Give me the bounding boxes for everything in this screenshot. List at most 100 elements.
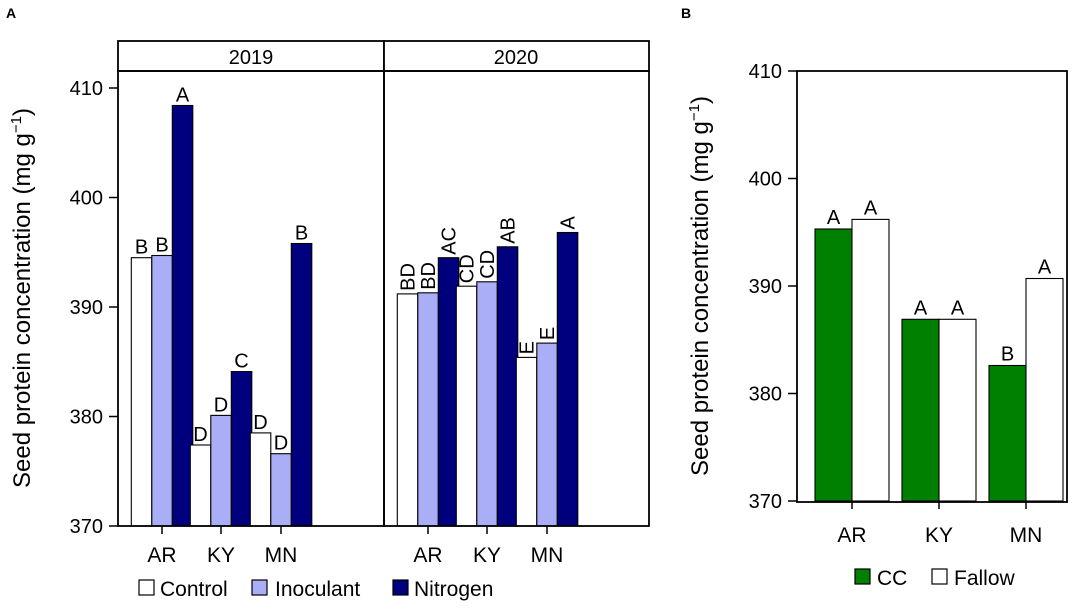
sig-letter-mn-fallow: A	[1038, 257, 1052, 279]
legend-label-nitrogen: Nitrogen	[414, 578, 493, 601]
panel-b-y-axis-title-close: )	[687, 96, 714, 104]
x-tick-label-mn: MN	[1010, 524, 1043, 547]
x-tick-label-2019-mn: MN	[265, 544, 298, 567]
bar-2020-ky-control	[455, 285, 478, 527]
plot-frame-2020	[383, 70, 650, 527]
panel-b-y-axis-title: Seed protein concentration (mg g−1)	[686, 96, 714, 476]
y-tick-label-380: 380	[749, 384, 782, 406]
x-tick-label-2019-ky: KY	[207, 544, 235, 567]
sig-letter-2019-ar-inoculant: B	[155, 235, 168, 257]
panel-a-y-axis-title-close: )	[9, 108, 36, 116]
legend-swatch-cc	[854, 568, 871, 585]
panel-b-bars	[814, 218, 1064, 502]
bar-2019-mn-control	[249, 432, 272, 527]
panel-b: A A A A B A 370 380 390 400 410 AR KY MN Seed prote…	[686, 61, 1068, 590]
legend-swatch-control	[138, 579, 155, 596]
y-tick-label-370: 370	[70, 516, 103, 538]
bar-mn-cc	[988, 364, 1027, 502]
sig-letter-2019-mn-inoculant: D	[274, 433, 288, 455]
sig-letter-2020-ar-inoculant: BD	[418, 262, 440, 290]
sig-letter-ar-fallow: A	[864, 197, 878, 219]
panel-b-y-axis: 370 380 390 400 410	[749, 61, 797, 513]
y-tick-label-400: 400	[70, 188, 103, 210]
y-tick-label-380: 380	[70, 407, 103, 429]
sig-letter-2020-ky-inoculant: CD	[477, 250, 499, 279]
panel-b-letter: B	[681, 5, 691, 21]
panel-b-legend: CC Fallow	[854, 567, 1016, 590]
facet-strip-2019	[117, 40, 385, 72]
panel-b-y-axis-title-main: Seed protein concentration (mg g	[687, 121, 714, 476]
bar-2020-ar-inoculant	[417, 292, 439, 527]
sig-letter-2019-ky-control: D	[193, 424, 207, 446]
legend-label-cc: CC	[877, 567, 907, 590]
bar-2020-mn-control	[515, 356, 538, 527]
legend-swatch-inoculant	[251, 579, 268, 596]
panel-a-legend: Control Inoculant Nitrogen	[138, 578, 493, 601]
bar-2020-mn-inoculant	[536, 342, 558, 527]
bar-2020-ky-inoculant	[476, 281, 498, 527]
panel-b-significance-letters: A A A A B A	[827, 197, 1052, 365]
y-tick-label-390: 390	[749, 276, 782, 298]
bar-2020-ar-nitrogen	[437, 257, 460, 527]
x-tick-label-ar: AR	[837, 524, 866, 547]
sig-letter-2019-ky-nitrogen: C	[234, 351, 248, 373]
bar-2020-ky-nitrogen	[496, 246, 519, 527]
sig-letter-2020-ky-nitrogen: AB	[498, 217, 520, 244]
y-tick-label-400: 400	[749, 169, 782, 191]
panel-a-bars	[130, 104, 579, 527]
sig-letter-ar-cc: A	[827, 207, 841, 229]
y-tick-label-410: 410	[70, 78, 103, 100]
sig-letter-2019-ar-nitrogen: A	[176, 85, 190, 107]
sig-letter-ky-fallow: A	[951, 297, 965, 319]
bar-ar-cc	[814, 228, 853, 502]
sig-letter-2020-ar-nitrogen: AC	[439, 227, 461, 255]
y-tick-label-370: 370	[749, 491, 782, 513]
bar-2019-ar-nitrogen	[171, 104, 194, 527]
sig-letter-2019-mn-control: D	[253, 412, 267, 434]
facet-title-2020: 2020	[494, 47, 539, 69]
panel-b-x-axis: AR KY MN	[837, 501, 1042, 547]
sig-letter-2020-mn-control: E	[517, 341, 539, 354]
bar-2019-ky-inoculant	[210, 414, 232, 527]
x-tick-label-2020-ky: KY	[473, 544, 501, 567]
x-tick-label-2020-mn: MN	[531, 544, 564, 567]
legend-label-fallow: Fallow	[954, 567, 1016, 590]
sig-letter-2020-mn-nitrogen: A	[558, 216, 580, 230]
y-tick-label-390: 390	[70, 297, 103, 319]
panel-a-y-axis-title-main: Seed protein concentration (mg g	[9, 133, 36, 488]
panel-a-y-axis: 370 380 390 400 410	[70, 78, 118, 538]
bar-ky-fallow	[938, 318, 977, 502]
sig-letter-mn-cc: B	[1001, 344, 1014, 366]
facet-strip-2020	[383, 40, 650, 72]
x-tick-label-2019-ar: AR	[147, 544, 176, 567]
x-tick-label-ky: KY	[925, 524, 953, 547]
legend-label-control: Control	[160, 578, 228, 601]
bar-2019-ar-inoculant	[151, 254, 173, 527]
sig-letter-ky-cc: A	[914, 297, 928, 319]
facet-title-2019: 2019	[229, 47, 274, 69]
sig-letter-2020-mn-inoculant: E	[537, 327, 559, 340]
bar-2019-ky-control	[189, 444, 212, 527]
bar-2019-mn-nitrogen	[290, 242, 313, 527]
y-tick-label-410: 410	[749, 61, 782, 83]
legend-swatch-fallow	[931, 568, 948, 585]
panel-a-x-axis: AR KY MN AR KY MN	[147, 526, 563, 567]
bar-2020-ar-control	[396, 293, 419, 527]
bar-ky-cc	[901, 318, 940, 502]
panel-a-y-axis-title-exponent: −1	[8, 116, 25, 133]
legend-swatch-nitrogen	[392, 579, 409, 596]
panel-b-y-axis-title-exponent: −1	[686, 104, 703, 121]
sig-letter-2019-mn-nitrogen: B	[295, 223, 308, 245]
x-tick-label-2020-ar: AR	[413, 544, 442, 567]
bar-2019-ar-control	[130, 257, 153, 527]
bar-mn-fallow	[1025, 277, 1064, 502]
sig-letter-2020-ar-control: BD	[398, 263, 420, 291]
bar-2020-mn-nitrogen	[556, 231, 579, 527]
sig-letter-2020-ky-control: CD	[457, 254, 479, 283]
bar-ar-fallow	[851, 218, 890, 502]
sig-letter-2019-ar-control: B	[135, 237, 148, 259]
sig-letter-2019-ky-inoculant: D	[214, 394, 228, 416]
